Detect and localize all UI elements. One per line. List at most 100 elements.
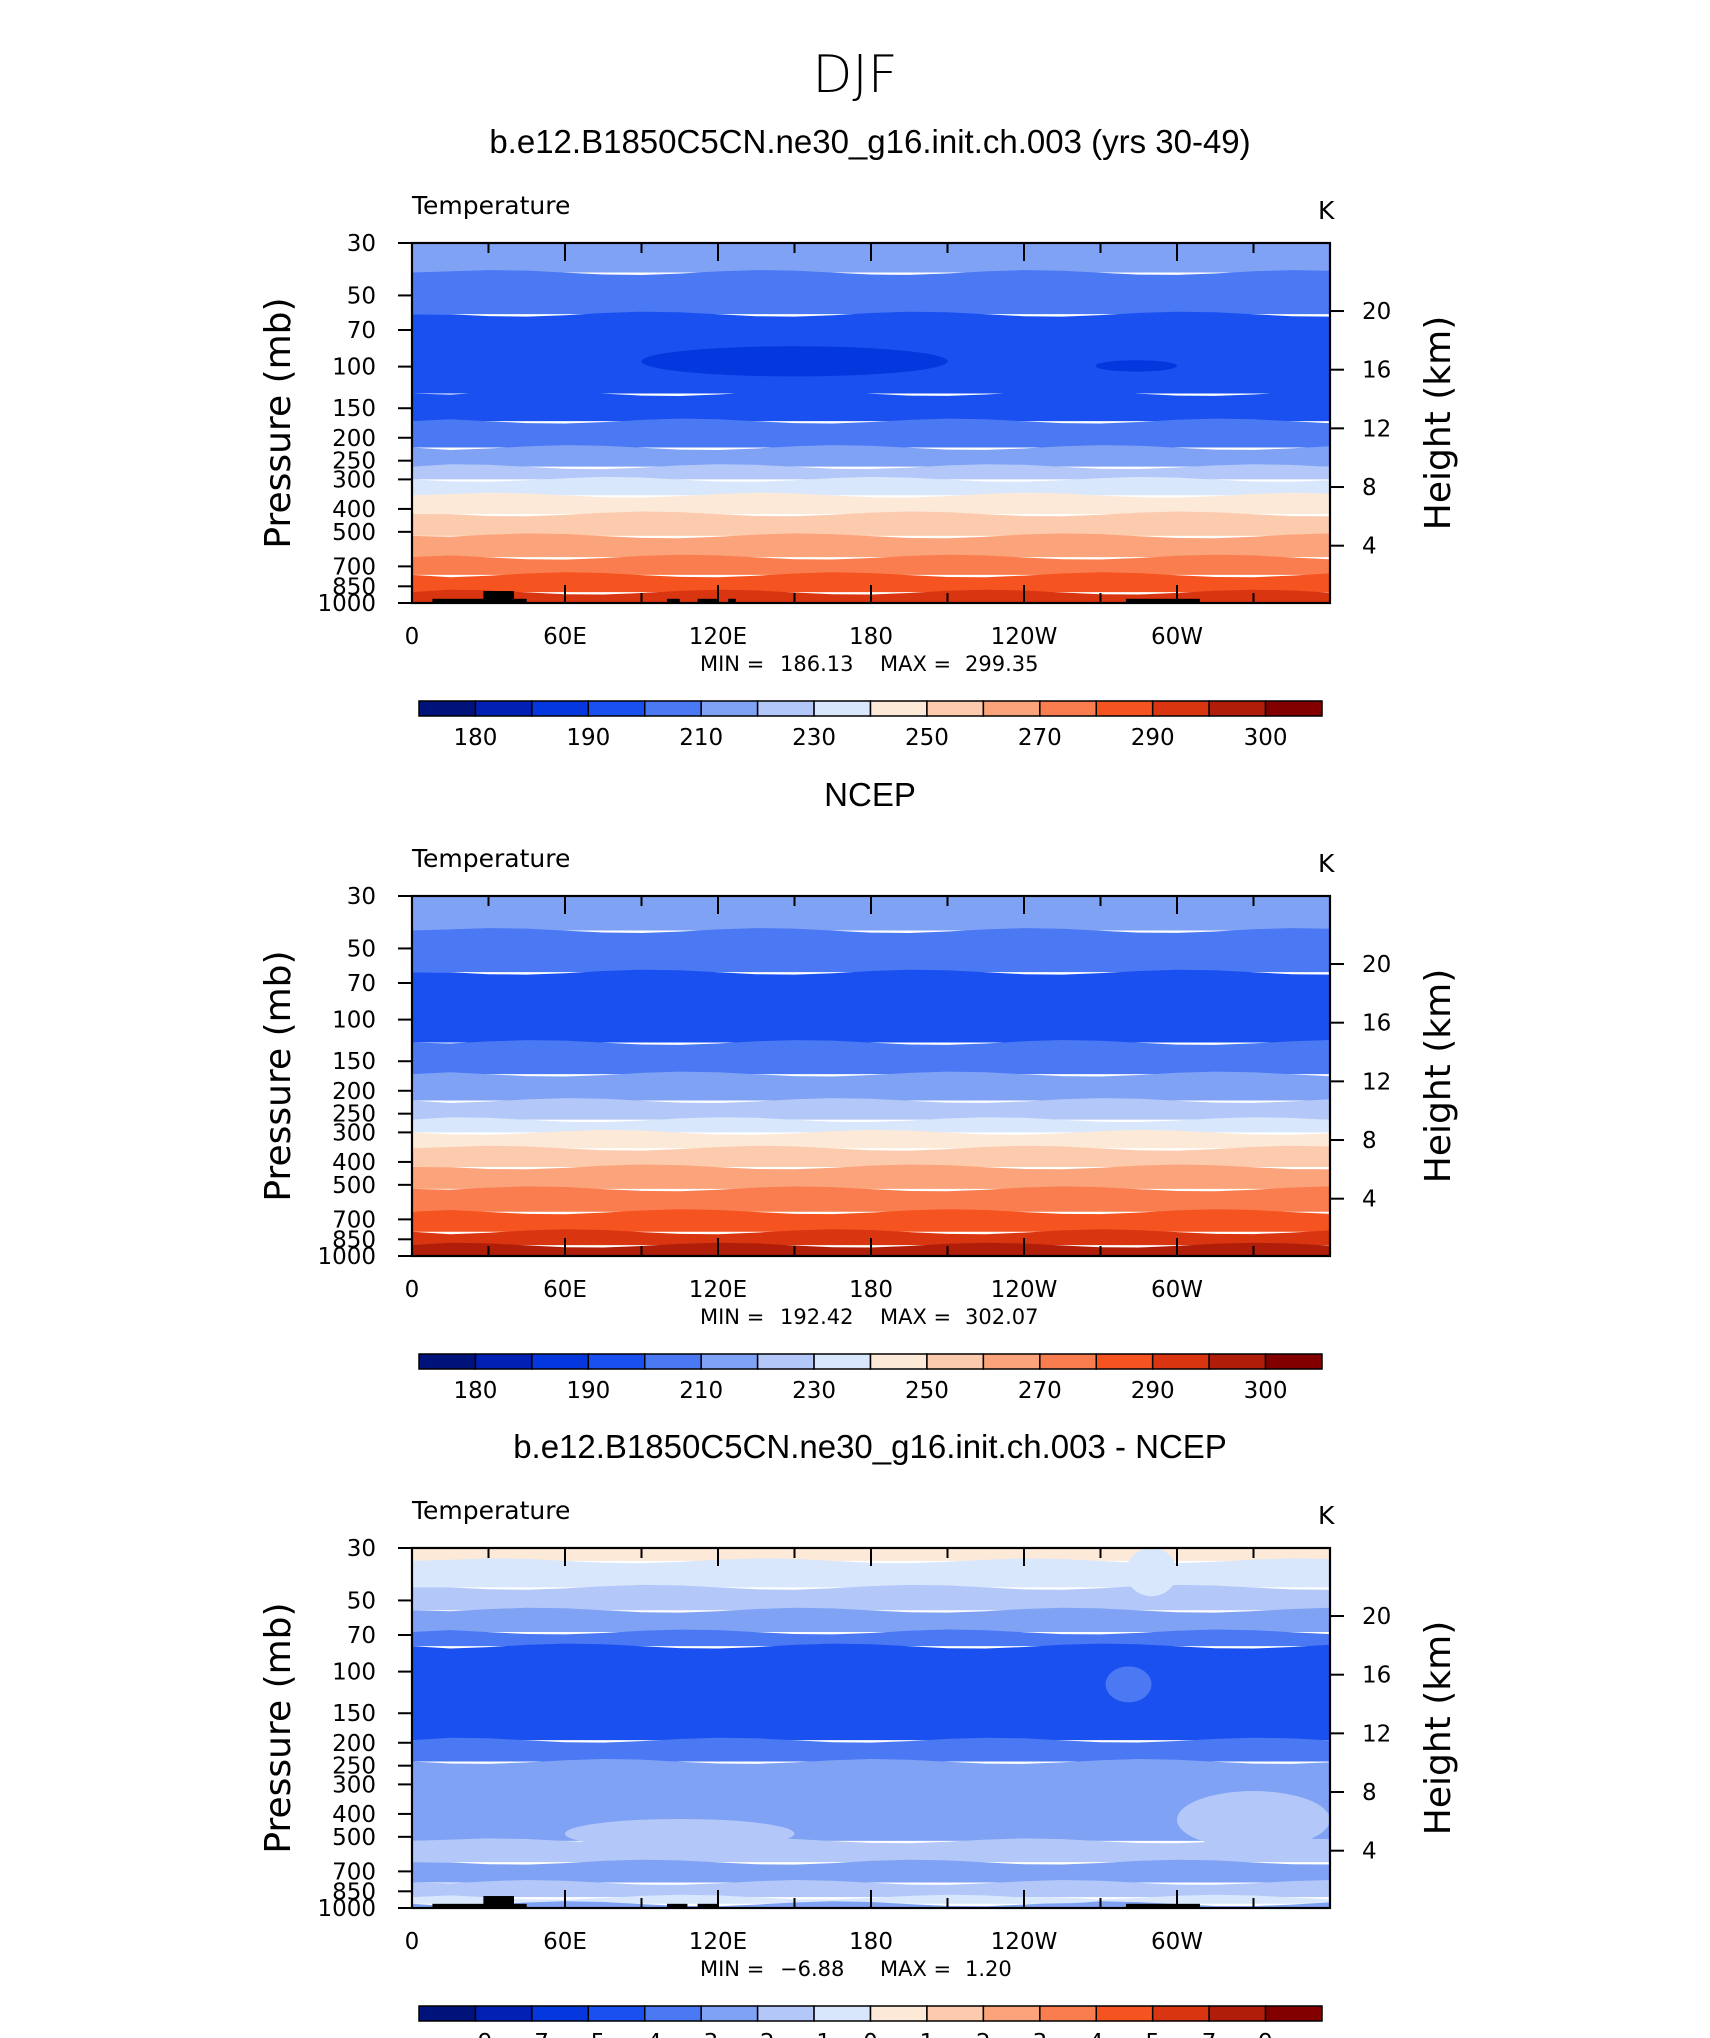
contour-band bbox=[412, 1838, 1330, 1863]
x-tick-label: 60W bbox=[1151, 1277, 1203, 1303]
y2-axis-title: Height (km) bbox=[1418, 316, 1459, 530]
contour-band bbox=[412, 928, 1330, 973]
y-tick-label: 30 bbox=[347, 231, 376, 257]
y-tick-label: 250 bbox=[332, 1754, 376, 1780]
y2-tick-label: 4 bbox=[1362, 1839, 1377, 1865]
x-tick-label: 60W bbox=[1151, 1929, 1203, 1955]
contour-band bbox=[412, 1629, 1330, 1647]
contour-field bbox=[412, 896, 1330, 1256]
variable-label: Temperature bbox=[411, 844, 570, 873]
y-tick-label: 50 bbox=[347, 283, 376, 309]
contour-band bbox=[412, 418, 1330, 448]
colorbar-label: 290 bbox=[1131, 725, 1175, 751]
colorbar-box bbox=[1264, 2005, 1323, 2022]
colorbar-box bbox=[531, 2005, 590, 2022]
y-tick-label: 100 bbox=[332, 1008, 376, 1034]
units-label: K bbox=[1318, 1501, 1335, 1530]
colorbar-label: 210 bbox=[679, 725, 723, 751]
max-label: MAX = bbox=[880, 1957, 951, 1981]
colorbar-label: 300 bbox=[1244, 725, 1288, 751]
contour-band bbox=[412, 464, 1330, 480]
colorbar-box bbox=[756, 700, 815, 717]
y-tick-label: 1000 bbox=[317, 1244, 376, 1270]
colorbar-label: −1 bbox=[797, 2030, 831, 2038]
contour-field bbox=[412, 243, 1330, 603]
colorbar-box bbox=[1151, 700, 1210, 717]
y-tick-label: 100 bbox=[332, 355, 376, 381]
y-tick-label: 700 bbox=[332, 1207, 376, 1233]
y2-tick-label: 20 bbox=[1362, 1604, 1391, 1630]
contour-band bbox=[412, 1859, 1330, 1883]
colorbar-label: 4 bbox=[1089, 2030, 1104, 2038]
colorbar-label: 1 bbox=[920, 2030, 935, 2038]
colorbar-box bbox=[926, 2005, 985, 2022]
colorbar-label: 9 bbox=[1258, 2030, 1273, 2038]
colorbar-box bbox=[1095, 700, 1154, 717]
colorbar-box bbox=[474, 1353, 533, 1370]
y-tick-label: 400 bbox=[332, 1150, 376, 1176]
x-tick-label: 0 bbox=[405, 1929, 420, 1955]
min-label: MIN = bbox=[700, 652, 764, 676]
y-tick-label: 200 bbox=[332, 1079, 376, 1105]
colorbar-box bbox=[531, 1353, 590, 1370]
y-tick-label: 30 bbox=[347, 884, 376, 910]
y2-axis-title: Height (km) bbox=[1418, 1621, 1459, 1835]
y-axis-title: Pressure (mb) bbox=[258, 297, 299, 548]
colorbar-label: −2 bbox=[741, 2030, 775, 2038]
contour-band bbox=[412, 1737, 1330, 1762]
contour-patch bbox=[934, 1897, 1101, 1904]
colorbar-label: 180 bbox=[453, 725, 497, 751]
y-tick-label: 400 bbox=[332, 497, 376, 523]
topography-block bbox=[483, 591, 514, 603]
contour-patch bbox=[565, 1818, 795, 1849]
colorbar-label: 300 bbox=[1244, 1378, 1288, 1404]
topography-block bbox=[483, 1896, 514, 1908]
min-label: MIN = bbox=[700, 1305, 764, 1329]
colorbar-label: 230 bbox=[792, 725, 836, 751]
colorbar-box bbox=[1264, 1353, 1323, 1370]
topography-block bbox=[728, 598, 736, 603]
contour-band bbox=[412, 1880, 1330, 1898]
x-tick-label: 60E bbox=[543, 1929, 587, 1955]
colorbar-box bbox=[1039, 2005, 1097, 2022]
variable-label: Temperature bbox=[411, 1496, 570, 1525]
colorbar-box bbox=[587, 1353, 646, 1370]
colorbar-box bbox=[531, 700, 590, 717]
y2-tick-label: 8 bbox=[1362, 1780, 1377, 1806]
units-label: K bbox=[1318, 196, 1335, 225]
topography-block bbox=[1126, 1903, 1200, 1908]
y2-tick-label: 12 bbox=[1362, 1069, 1391, 1095]
topography-block bbox=[697, 1903, 718, 1908]
colorbar-box bbox=[1039, 700, 1097, 717]
colorbar-box bbox=[1151, 1353, 1210, 1370]
y-tick-label: 300 bbox=[332, 467, 376, 493]
contour-band bbox=[412, 1186, 1330, 1212]
contour-band bbox=[412, 533, 1330, 558]
y2-tick-label: 20 bbox=[1362, 952, 1391, 978]
y-tick-label: 500 bbox=[332, 1173, 376, 1199]
y2-tick-label: 20 bbox=[1362, 299, 1391, 325]
colorbar-box bbox=[1039, 1353, 1097, 1370]
y-tick-label: 250 bbox=[332, 449, 376, 475]
contour-band bbox=[412, 572, 1330, 593]
colorbar-box bbox=[756, 1353, 815, 1370]
max-value: 1.20 bbox=[965, 1957, 1012, 1981]
y2-tick-label: 16 bbox=[1362, 1011, 1391, 1037]
contour-band bbox=[412, 969, 1330, 1043]
y-tick-label: 500 bbox=[332, 1825, 376, 1851]
y2-tick-label: 4 bbox=[1362, 534, 1377, 560]
y-tick-label: 250 bbox=[332, 1102, 376, 1128]
colorbar-label: 230 bbox=[792, 1378, 836, 1404]
colorbar-box bbox=[700, 2005, 759, 2022]
y-tick-label: 1000 bbox=[317, 591, 376, 617]
colorbar-box bbox=[1208, 700, 1267, 717]
x-tick-label: 60W bbox=[1151, 624, 1203, 650]
y-tick-label: 300 bbox=[332, 1120, 376, 1146]
topography-block bbox=[432, 598, 527, 603]
x-tick-label: 180 bbox=[849, 1277, 893, 1303]
topography-block bbox=[1126, 598, 1200, 603]
colorbar-box bbox=[869, 1353, 928, 1370]
y2-tick-label: 16 bbox=[1362, 358, 1391, 384]
contour-band bbox=[412, 476, 1330, 496]
